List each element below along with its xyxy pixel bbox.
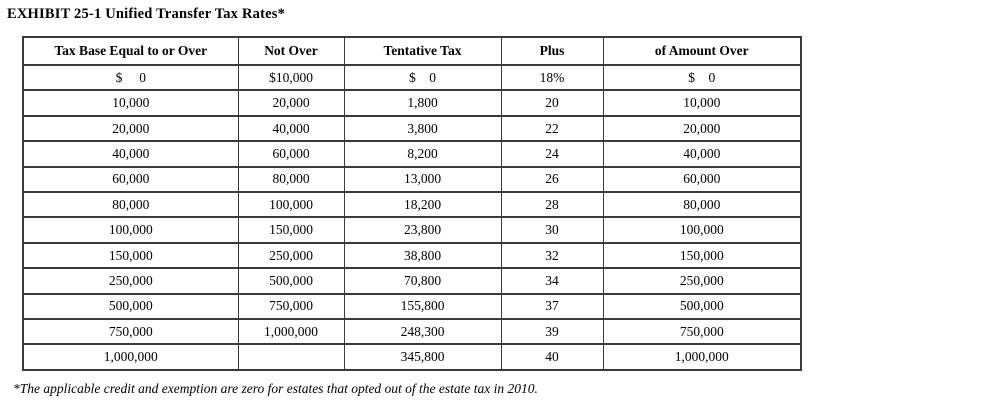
table-cell: 1,000,000 [22, 343, 239, 371]
header-row: Tax Base Equal to or Over Not Over Tentati… [22, 36, 802, 66]
table-cell: $ 0 [602, 63, 802, 92]
table-row: 100,000 150,000 23,800 30 100,000 [22, 216, 802, 244]
table-cell: 1,800 [343, 89, 502, 117]
table-row: 10,000 20,000 1,800 20 10,000 [22, 89, 802, 117]
table-cell: 34 [500, 267, 604, 295]
table-cell: 24 [500, 140, 604, 168]
table-cell: 150,000 [22, 241, 239, 270]
table-cell: 10,000 [602, 89, 802, 117]
table-cell: 3,800 [343, 114, 502, 143]
table-cell: 500,000 [22, 292, 239, 321]
table-cell: $10,000 [237, 63, 345, 92]
table-cell: 60,000 [237, 140, 345, 168]
table-cell: 750,000 [237, 292, 345, 321]
table-cell: 100,000 [22, 216, 239, 244]
table-cell: 500,000 [237, 267, 345, 295]
table-body: $ 0 $10,000 $ 0 18% $ 0 10,000 20,000 1,800 20 10… [22, 63, 802, 371]
table-cell: 1,000,000 [237, 318, 345, 346]
table-cell: $ 0 [22, 63, 239, 92]
table-cell: 37 [500, 292, 604, 321]
table-cell: 28 [500, 191, 604, 219]
table-row: $ 0 $10,000 $ 0 18% $ 0 [22, 63, 802, 92]
table-cell: 20,000 [237, 89, 345, 117]
table-cell: 13,000 [343, 165, 502, 194]
table-cell: 40,000 [22, 140, 239, 168]
table-cell: 8,200 [343, 140, 502, 168]
table-cell: 155,800 [343, 292, 502, 321]
table-cell: 250,000 [602, 267, 802, 295]
table-cell [237, 343, 345, 371]
table-cell: 40,000 [602, 140, 802, 168]
table-cell: 248,300 [343, 318, 502, 346]
column-header: Not Over [237, 36, 345, 66]
table-cell: 80,000 [602, 191, 802, 219]
table-cell: 80,000 [237, 165, 345, 194]
column-header: Plus [500, 36, 604, 66]
table-cell: 18,200 [343, 191, 502, 219]
table-cell: 20 [500, 89, 604, 117]
column-header: Tax Base Equal to or Over [22, 36, 239, 66]
table-row: 500,000 750,000 155,800 37 500,000 [22, 292, 802, 321]
table-cell: 345,800 [343, 343, 502, 371]
table-cell: 70,800 [343, 267, 502, 295]
table-cell: 38,800 [343, 241, 502, 270]
exhibit-title: EXHIBIT 25-1 Unified Transfer Tax Rates* [7, 6, 286, 22]
table-cell: 60,000 [602, 165, 802, 194]
table-row: 80,000 100,000 18,200 28 80,000 [22, 191, 802, 219]
table-cell: 22 [500, 114, 604, 143]
table-row: 1,000,000 345,800 40 1,000,000 [22, 343, 802, 371]
table-row: 750,000 1,000,000 248,300 39 750,000 [22, 318, 802, 346]
table-cell: 150,000 [602, 241, 802, 270]
table-row: 20,000 40,000 3,800 22 20,000 [22, 114, 802, 143]
table-cell: 750,000 [22, 318, 239, 346]
table-row: 150,000 250,000 38,800 32 150,000 [22, 241, 802, 270]
table-cell: 10,000 [22, 89, 239, 117]
table-cell: 18% [500, 63, 604, 92]
table-cell: $ 0 [343, 63, 502, 92]
table-row: 250,000 500,000 70,800 34 250,000 [22, 267, 802, 295]
footnote: *The applicable credit and exemption are… [13, 381, 538, 396]
table-cell: 30 [500, 216, 604, 244]
table-cell: 60,000 [22, 165, 239, 194]
column-header: Tentative Tax [343, 36, 502, 66]
table-cell: 750,000 [602, 318, 802, 346]
table-cell: 250,000 [237, 241, 345, 270]
table-row: 40,000 60,000 8,200 24 40,000 [22, 140, 802, 168]
column-header: of Amount Over [602, 36, 802, 66]
table-cell: 39 [500, 318, 604, 346]
table-cell: 40 [500, 343, 604, 371]
table-cell: 32 [500, 241, 604, 270]
table-cell: 20,000 [22, 114, 239, 143]
table-cell: 250,000 [22, 267, 239, 295]
table-cell: 100,000 [602, 216, 802, 244]
table-cell: 150,000 [237, 216, 345, 244]
table-row: 60,000 80,000 13,000 26 60,000 [22, 165, 802, 194]
table-cell: 1,000,000 [602, 343, 802, 371]
table-cell: 20,000 [602, 114, 802, 143]
table-cell: 26 [500, 165, 604, 194]
table-cell: 80,000 [22, 191, 239, 219]
unified-transfer-tax-rates-table: Tax Base Equal to or Over Not Over Tentati… [22, 36, 802, 371]
table-cell: 40,000 [237, 114, 345, 143]
table-cell: 23,800 [343, 216, 502, 244]
table-cell: 500,000 [602, 292, 802, 321]
table-cell: 100,000 [237, 191, 345, 219]
